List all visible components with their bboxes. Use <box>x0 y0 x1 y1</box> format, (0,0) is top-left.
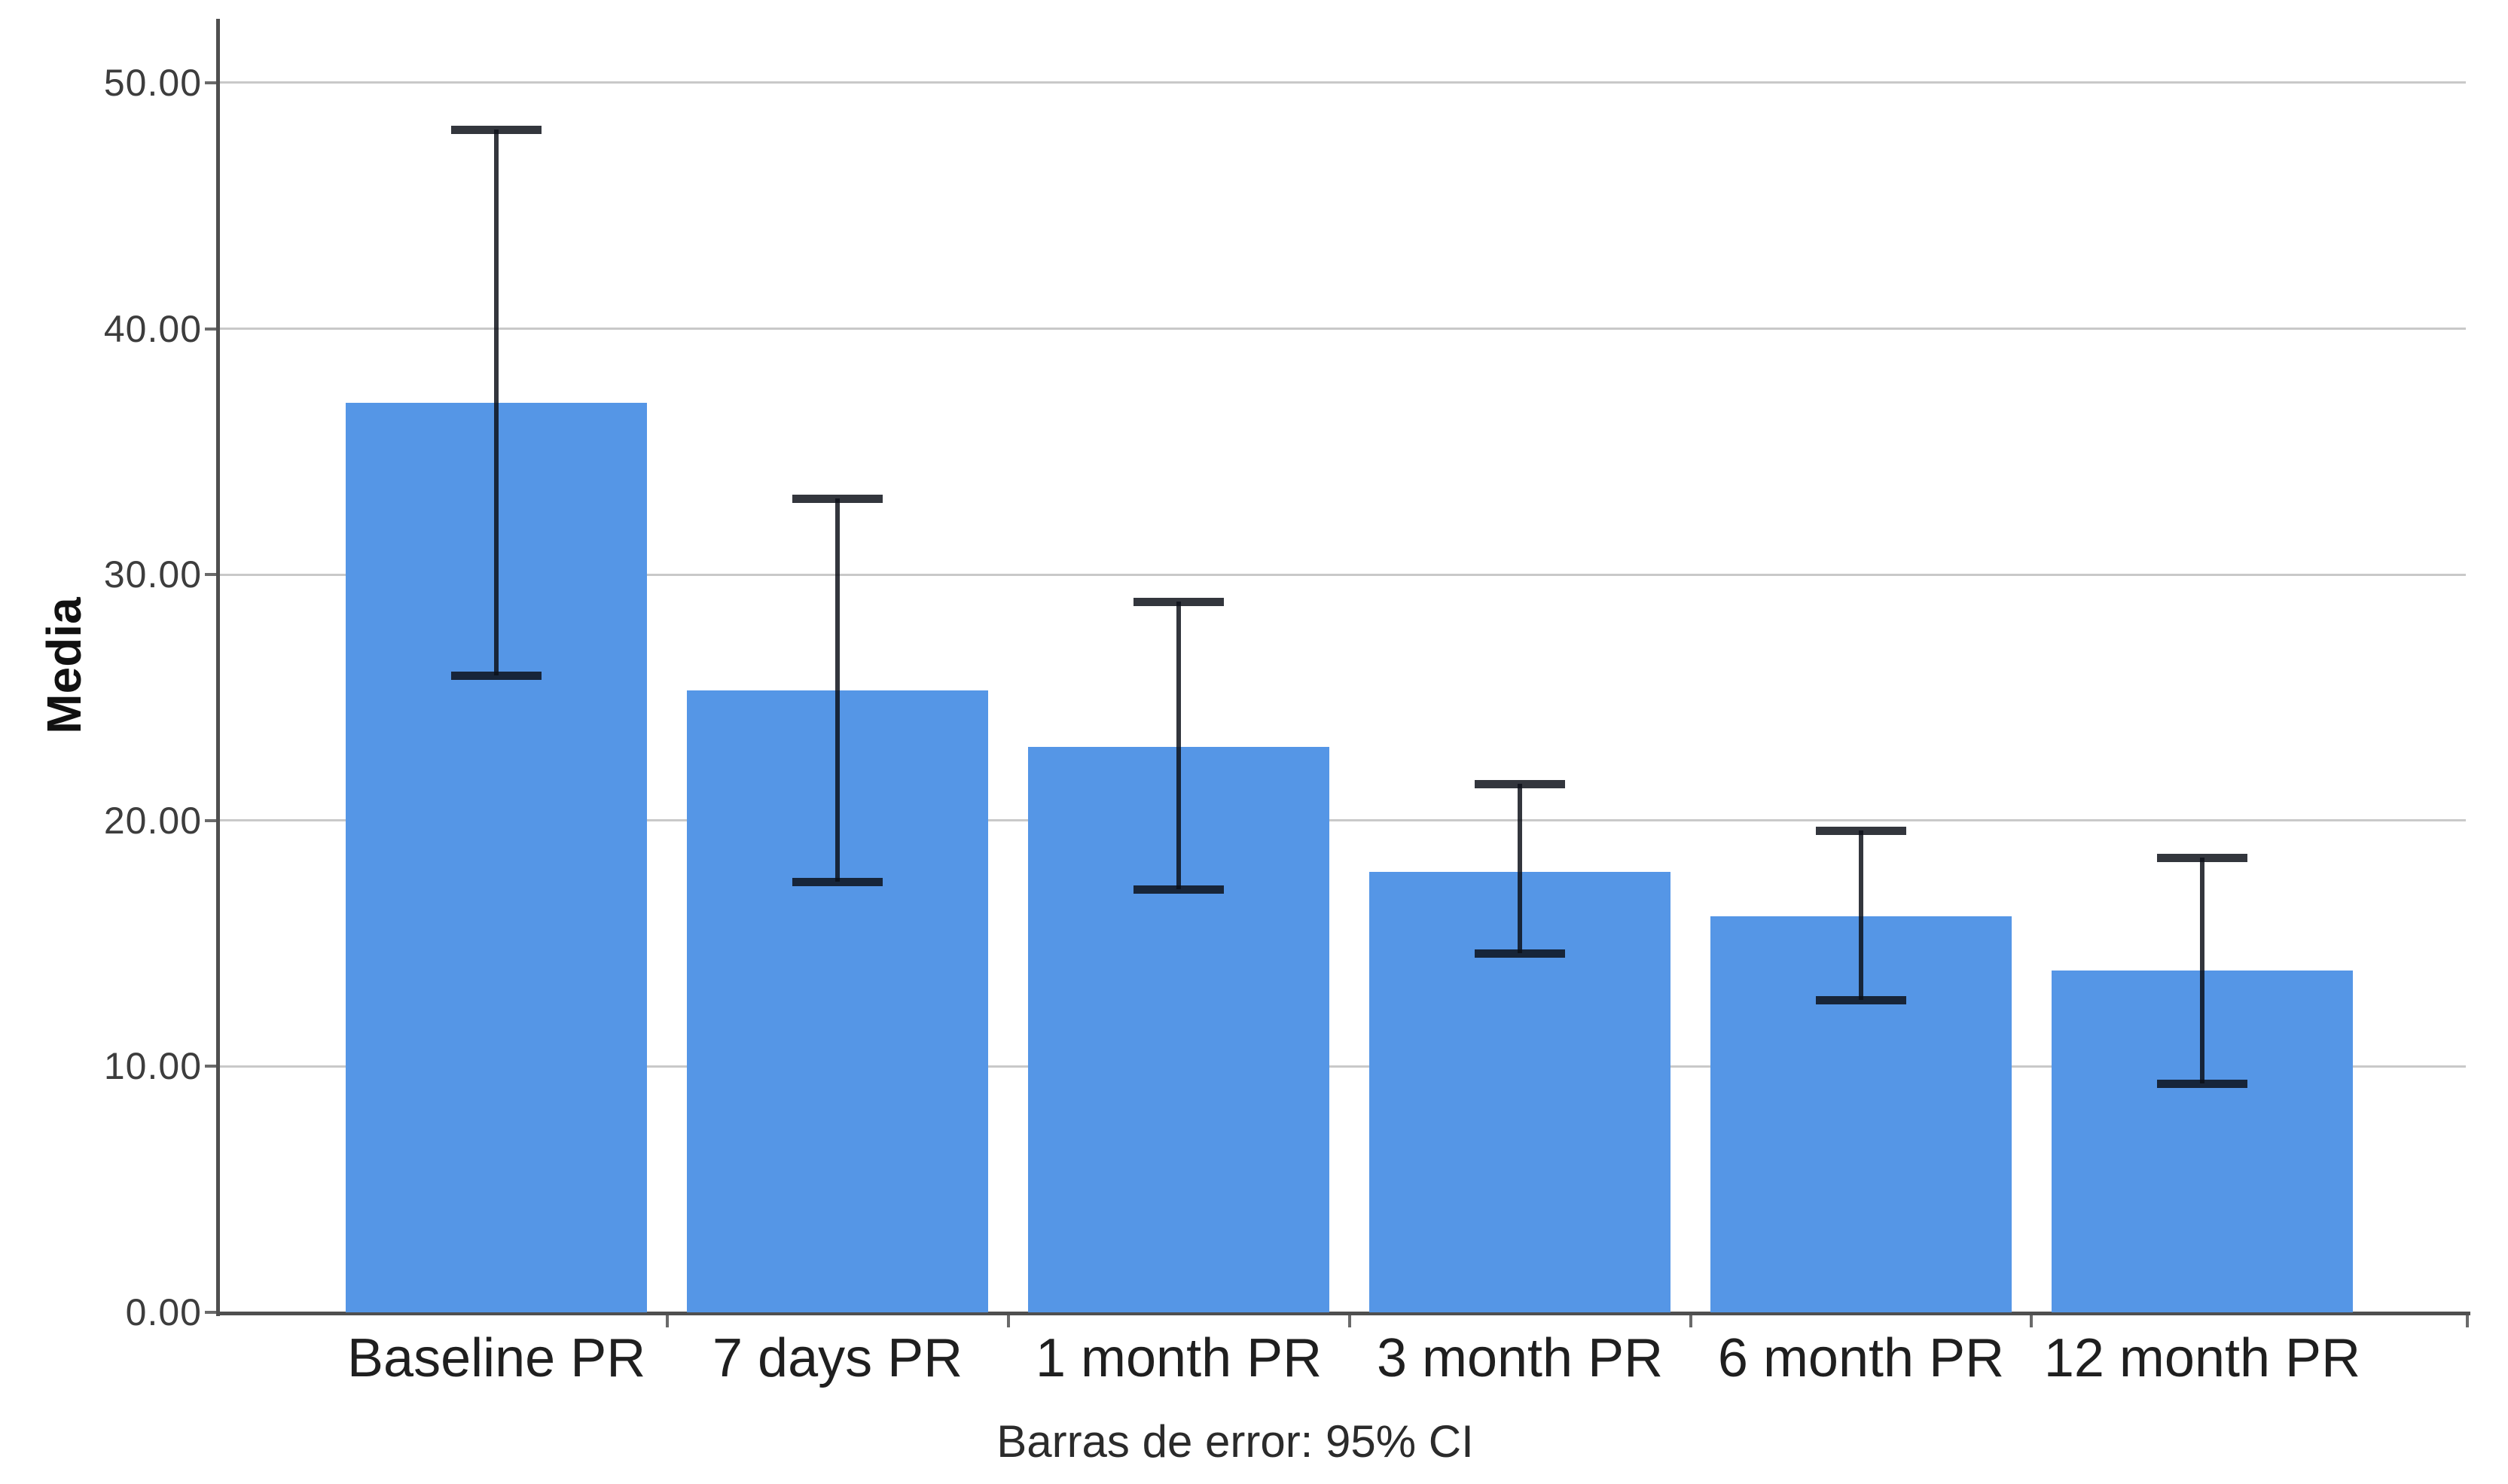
error-bar-cap-bottom-baseline-pr <box>451 672 542 681</box>
y-tick-mark-50 <box>205 81 218 84</box>
error-bars-caption: Barras de error: 95% CI <box>996 1416 1474 1467</box>
y-tick-label-40: 40.00 <box>103 307 202 350</box>
x-category-label-1-month-pr: 1 month PR <box>1035 1328 1323 1388</box>
x-category-label-3-month-pr: 3 month PR <box>1376 1328 1664 1388</box>
y-tick-mark-30 <box>205 573 218 577</box>
x-tick-mark-0 <box>665 1315 669 1327</box>
x-tick-mark-4 <box>2030 1315 2034 1327</box>
error-bar-cap-bottom-6-month-pr <box>1816 996 1906 1005</box>
y-tick-label-30: 30.00 <box>103 553 202 596</box>
error-bar-line-3-month-pr <box>1518 783 1523 954</box>
error-bar-line-6-month-pr <box>1859 830 1863 1001</box>
x-category-label-12-month-pr: 12 month PR <box>2043 1328 2361 1388</box>
y-tick-label-10: 10.00 <box>103 1045 202 1088</box>
error-bar-line-7-days-pr <box>835 498 841 882</box>
y-gridline-20 <box>218 819 2466 822</box>
y-tick-mark-40 <box>205 327 218 331</box>
error-bar-line-1-month-pr <box>1176 602 1182 890</box>
error-bar-line-baseline-pr <box>494 129 499 676</box>
y-tick-label-50: 50.00 <box>103 61 202 104</box>
y-tick-mark-20 <box>205 818 218 822</box>
y-tick-label-0: 0.00 <box>125 1291 202 1333</box>
y-tick-label-20: 20.00 <box>103 799 202 842</box>
error-bar-cap-top-12-month-pr <box>2156 853 2247 862</box>
error-bar-line-12-month-pr <box>2199 857 2204 1084</box>
y-tick-mark-10 <box>205 1065 218 1068</box>
y-gridline-30 <box>218 573 2466 576</box>
x-tick-mark-end <box>2466 1315 2469 1327</box>
y-axis-title: Media <box>37 597 91 734</box>
y-gridline-10 <box>218 1065 2466 1068</box>
x-category-label-7-days-pr: 7 days PR <box>712 1328 963 1388</box>
error-bar-cap-bottom-1-month-pr <box>1133 885 1225 894</box>
y-gridline-50 <box>218 81 2466 84</box>
y-gridline-40 <box>218 328 2466 331</box>
x-axis-line <box>216 1312 2470 1315</box>
error-bar-cap-top-6-month-pr <box>1816 826 1906 835</box>
error-bar-cap-bottom-7-days-pr <box>792 878 883 887</box>
error-bar-cap-top-1-month-pr <box>1133 598 1225 607</box>
x-category-label-6-month-pr: 6 month PR <box>1717 1328 2005 1388</box>
x-category-label-baseline-pr: Baseline PR <box>347 1328 646 1388</box>
error-bar-cap-bottom-3-month-pr <box>1475 949 1566 958</box>
x-tick-mark-3 <box>1689 1315 1692 1327</box>
x-tick-mark-1 <box>1006 1315 1010 1327</box>
y-axis-line <box>216 19 220 1316</box>
error-bar-cap-top-3-month-pr <box>1475 779 1566 788</box>
error-bar-cap-bottom-12-month-pr <box>2156 1080 2247 1089</box>
y-tick-mark-0 <box>205 1311 218 1314</box>
x-tick-mark-2 <box>1347 1315 1351 1327</box>
error-bar-cap-top-baseline-pr <box>451 125 542 134</box>
error-bar-cap-top-7-days-pr <box>792 494 883 503</box>
